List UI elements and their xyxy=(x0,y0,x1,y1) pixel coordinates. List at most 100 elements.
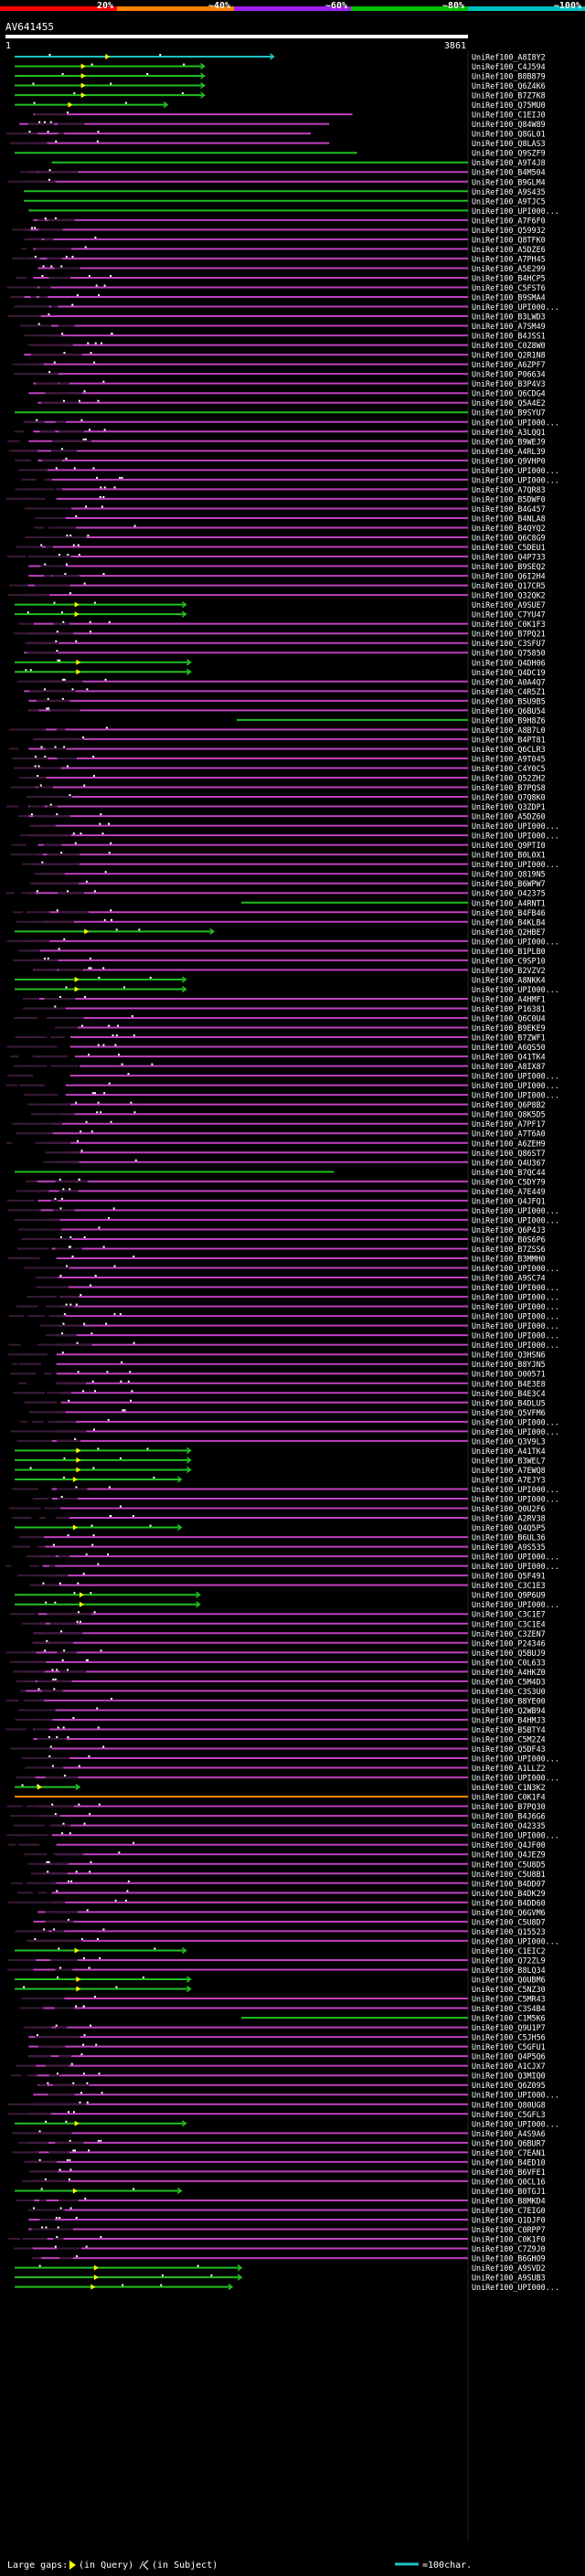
hit-label[interactable]: UniRef100_UPI000... xyxy=(472,1283,559,1292)
hit-label[interactable]: UniRef100_Q6C0U4 xyxy=(472,1014,546,1023)
hit-label[interactable]: UniRef100_B5BTY4 xyxy=(472,1725,546,1734)
hit-label[interactable]: UniRef100_UPI000... xyxy=(472,822,559,831)
hit-label[interactable]: UniRef100_C5U8B1 xyxy=(472,1870,546,1879)
hit-label[interactable]: UniRef100_C5MR43 xyxy=(472,1995,546,2004)
hit-label[interactable]: UniRef100_B4E3E8 xyxy=(472,1379,546,1388)
hit-label[interactable]: UniRef100_UPI000... xyxy=(472,1774,559,1783)
hit-label[interactable]: UniRef100_UPI000... xyxy=(472,1600,559,1609)
hit-label[interactable]: UniRef100_C9SP10 xyxy=(472,956,546,965)
hit-label[interactable]: UniRef100_Q4Q5P5 xyxy=(472,1523,546,1532)
hit-label[interactable]: UniRef100_UPI000... xyxy=(472,1091,559,1100)
hit-label[interactable]: UniRef100_A5DZ60 xyxy=(472,812,546,822)
hit-label[interactable]: UniRef100_C7EIG0 xyxy=(472,2206,546,2215)
hit-label[interactable]: UniRef100_UPI000... xyxy=(472,1936,559,1945)
hit-label[interactable]: UniRef100_C3S3U0 xyxy=(472,1687,546,1696)
hit-label[interactable]: UniRef100_B4J6G6 xyxy=(472,1812,546,1821)
hit-label[interactable]: UniRef100_UPI000... xyxy=(472,1485,559,1494)
hit-label[interactable]: UniRef100_UPI000... xyxy=(472,1302,559,1311)
hit-label[interactable]: UniRef100_B4QYQ2 xyxy=(472,524,546,533)
hit-label[interactable]: UniRef100_Q5A4E2 xyxy=(472,398,546,408)
hit-label[interactable]: UniRef100_Q4P733 xyxy=(472,553,546,562)
hit-label[interactable]: UniRef100_UPI000... xyxy=(472,1081,559,1090)
hit-label[interactable]: UniRef100_A4HMF1 xyxy=(472,994,546,1003)
hit-label[interactable]: UniRef100_Q75850 xyxy=(472,649,546,658)
hit-label[interactable]: UniRef100_A8B7L0 xyxy=(472,726,546,735)
hit-label[interactable]: UniRef100_UPI000... xyxy=(472,860,559,869)
hit-label[interactable]: UniRef100_B0S6P6 xyxy=(472,1235,546,1244)
hit-label[interactable]: UniRef100_B8YE00 xyxy=(472,1696,546,1705)
hit-label[interactable]: UniRef100_A7T6A0 xyxy=(472,1129,546,1139)
hit-label[interactable]: UniRef100_Q2HBE7 xyxy=(472,928,546,937)
hit-label[interactable]: UniRef100_UPI000... xyxy=(472,1831,559,1840)
hit-label[interactable]: UniRef100_B4DLU5 xyxy=(472,1398,546,1407)
hit-label[interactable]: UniRef100_A8IX87 xyxy=(472,1062,546,1071)
hit-label[interactable]: UniRef100_A9TJC5 xyxy=(472,196,546,206)
hit-label[interactable]: UniRef100_C0Z8W0 xyxy=(472,341,546,350)
hit-label[interactable]: UniRef100_UPI000... xyxy=(472,1562,559,1571)
hit-label[interactable]: UniRef100_B9WEJ9 xyxy=(472,437,546,446)
hit-label[interactable]: UniRef100_Q6Z095 xyxy=(472,2081,546,2090)
hit-label[interactable]: UniRef100_B9GLM4 xyxy=(472,177,546,186)
hit-label[interactable]: UniRef100_B4PT81 xyxy=(472,735,546,744)
hit-label[interactable]: UniRef100_Q4P5Q6 xyxy=(472,2052,546,2062)
hit-label[interactable]: UniRef100_Q6CLR3 xyxy=(472,745,546,754)
hit-label[interactable]: UniRef100_Q2R1N8 xyxy=(472,351,546,360)
hit-label[interactable]: UniRef100_C0K1F3 xyxy=(472,620,546,629)
hit-label[interactable]: UniRef100_B4NLA8 xyxy=(472,514,546,523)
hit-label[interactable]: UniRef100_C5U8D5 xyxy=(472,1860,546,1869)
hit-label[interactable]: UniRef100_Q6GVM6 xyxy=(472,1908,546,1917)
hit-label[interactable]: UniRef100_Q4JEZ9 xyxy=(472,1850,546,1860)
hit-label[interactable]: UniRef100_O00571 xyxy=(472,1370,546,1379)
hit-label[interactable]: UniRef100_Q52ZH2 xyxy=(472,774,546,783)
hit-label[interactable]: UniRef100_B5U9B5 xyxy=(472,696,546,705)
hit-label[interactable]: UniRef100_C5FST6 xyxy=(472,283,546,292)
hit-label[interactable]: UniRef100_B0L0X1 xyxy=(472,851,546,860)
hit-label[interactable]: UniRef100_C4Y0C5 xyxy=(472,764,546,773)
hit-label[interactable]: UniRef100_Q1DJF0 xyxy=(472,2216,546,2225)
hit-label[interactable]: UniRef100_Q72ZL9 xyxy=(472,1956,546,1965)
hit-label[interactable]: UniRef100_UPI000... xyxy=(472,985,559,994)
hit-label[interactable]: UniRef100_C3S4B4 xyxy=(472,2004,546,2013)
hit-label[interactable]: UniRef100_Q5VFM6 xyxy=(472,1408,546,1417)
hit-label[interactable]: UniRef100_C5GFU1 xyxy=(472,2042,546,2051)
hit-label[interactable]: UniRef100_Q5DF43 xyxy=(472,1744,546,1754)
hit-label[interactable]: UniRef100_B4DD60 xyxy=(472,1898,546,1907)
hit-label[interactable]: UniRef100_UPI000... xyxy=(472,1312,559,1321)
hit-label[interactable]: UniRef100_Q9PTI0 xyxy=(472,841,546,850)
hit-label[interactable]: UniRef100_C3C1E7 xyxy=(472,1610,546,1619)
hit-label[interactable]: UniRef100_C5U8D7 xyxy=(472,1917,546,1926)
hit-label[interactable]: UniRef100_Q0UBM6 xyxy=(472,1976,546,1985)
hit-label[interactable]: UniRef100_Q15523 xyxy=(472,1927,546,1936)
hit-label[interactable]: UniRef100_Q4JFQ1 xyxy=(472,1196,546,1205)
hit-label[interactable]: UniRef100_A7EJY3 xyxy=(472,1475,546,1484)
hit-label[interactable]: UniRef100_UPI000... xyxy=(472,1293,559,1302)
hit-label[interactable]: UniRef100_C5GFL3 xyxy=(472,2110,546,2119)
hit-label[interactable]: UniRef100_Q9U1P7 xyxy=(472,2023,546,2032)
hit-label[interactable]: UniRef100_O42335 xyxy=(472,1821,546,1830)
hit-label[interactable]: UniRef100_Q41TK4 xyxy=(472,1053,546,1062)
hit-label[interactable]: UniRef100_A9SUE7 xyxy=(472,600,546,610)
hit-label[interactable]: UniRef100_UPI000... xyxy=(472,1206,559,1215)
hit-label[interactable]: UniRef100_B3P4V3 xyxy=(472,379,546,388)
hit-label[interactable]: UniRef100_Q3HSN6 xyxy=(472,1351,546,1360)
hit-label[interactable]: UniRef100_C0K1F0 xyxy=(472,2235,546,2244)
hit-label[interactable]: UniRef100_B7ZWF1 xyxy=(472,1034,546,1043)
hit-label[interactable]: UniRef100_A9SUB3 xyxy=(472,2274,546,2283)
hit-label[interactable]: UniRef100_UPI000... xyxy=(472,937,559,946)
hit-label[interactable]: UniRef100_UPI000... xyxy=(472,2283,559,2292)
hit-label[interactable]: UniRef100_UPI000... xyxy=(472,1321,559,1330)
hit-label[interactable]: UniRef100_C5JH56 xyxy=(472,2033,546,2042)
hit-label[interactable]: UniRef100_Q7Q8K0 xyxy=(472,793,546,802)
hit-label[interactable]: UniRef100_Q6P4J3 xyxy=(472,1225,546,1235)
hit-label[interactable]: UniRef100_UPI000... xyxy=(472,1215,559,1224)
hit-label[interactable]: UniRef100_UPI000... xyxy=(472,2091,559,2100)
hit-label[interactable]: UniRef100_Q4U367 xyxy=(472,1158,546,1167)
hit-label[interactable]: UniRef100_Q3ZDP1 xyxy=(472,802,546,811)
hit-label[interactable]: UniRef100_Q6CDG4 xyxy=(472,389,546,398)
hit-label[interactable]: UniRef100_B6UL36 xyxy=(472,1533,546,1542)
hit-label[interactable]: UniRef100_A1CJX7 xyxy=(472,2062,546,2071)
hit-label[interactable]: UniRef100_A8NKK4 xyxy=(472,975,546,984)
hit-label[interactable]: UniRef100_Q6BU54 xyxy=(472,706,546,716)
hit-label[interactable]: UniRef100_C7EAN1 xyxy=(472,2148,546,2157)
hit-label[interactable]: UniRef100_B4ED10 xyxy=(472,2157,546,2167)
